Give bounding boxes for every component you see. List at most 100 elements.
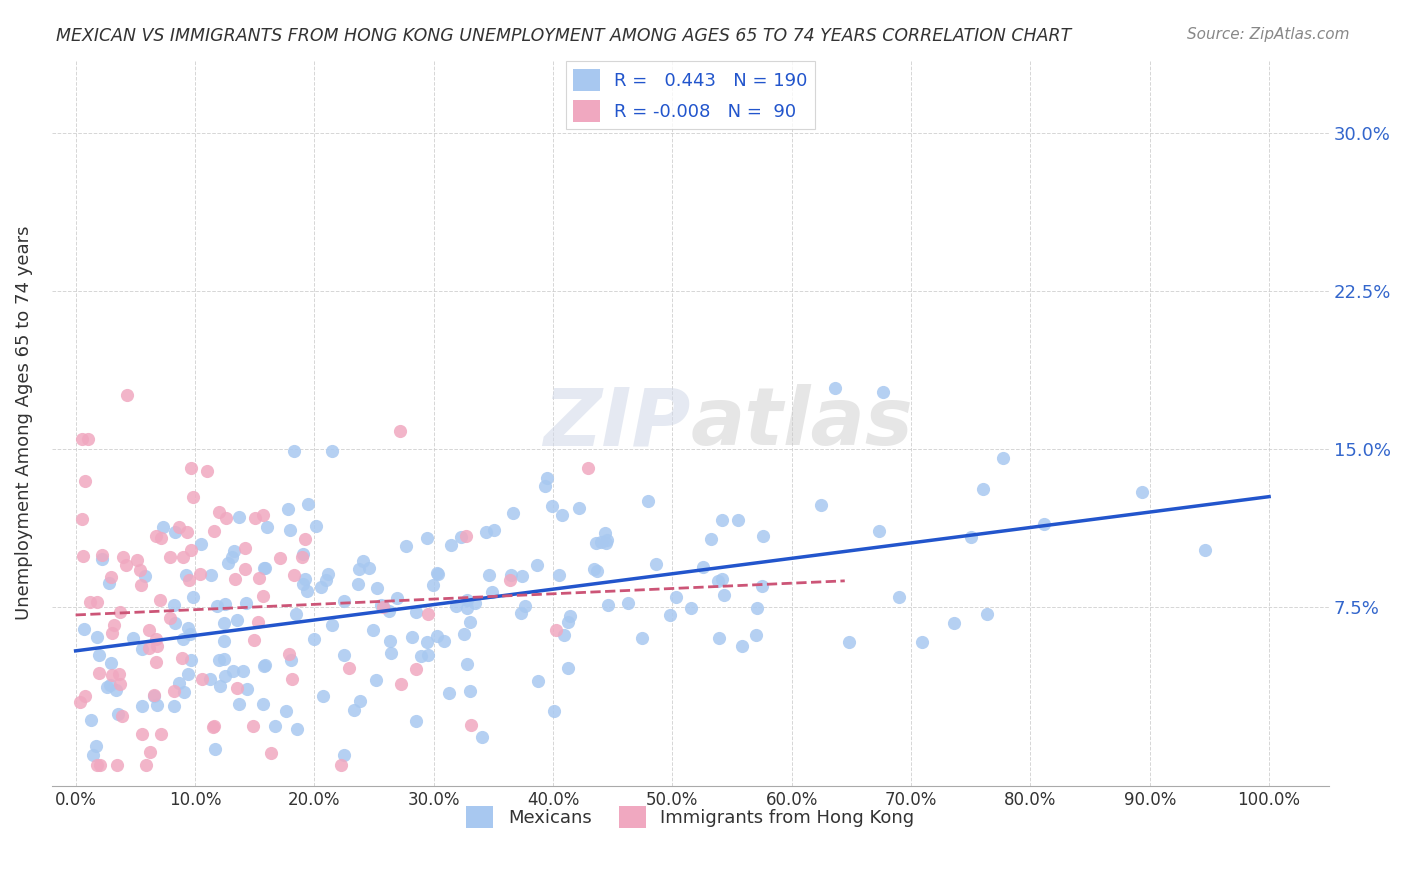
Point bbox=[91, 551, 114, 566]
Point bbox=[281, 672, 304, 686]
Point bbox=[129, 563, 152, 577]
Point bbox=[437, 686, 460, 700]
Point bbox=[108, 677, 131, 691]
Point bbox=[290, 549, 312, 564]
Point bbox=[264, 719, 287, 733]
Point bbox=[277, 647, 299, 661]
Point bbox=[616, 596, 638, 610]
Point bbox=[100, 570, 122, 584]
Point bbox=[167, 676, 190, 690]
Text: atlas: atlas bbox=[690, 384, 912, 462]
Point bbox=[277, 502, 299, 516]
Point bbox=[86, 758, 108, 772]
Point bbox=[149, 592, 172, 607]
Point bbox=[283, 444, 305, 458]
Point bbox=[96, 680, 118, 694]
Point bbox=[471, 730, 494, 744]
Point bbox=[361, 624, 384, 638]
Point bbox=[176, 667, 198, 681]
Legend: Mexicans, Immigrants from Hong Kong: Mexicans, Immigrants from Hong Kong bbox=[458, 799, 921, 836]
Point bbox=[222, 543, 245, 558]
Point bbox=[253, 561, 276, 575]
Point bbox=[343, 703, 366, 717]
Point bbox=[180, 653, 202, 667]
Point bbox=[416, 607, 439, 621]
Point bbox=[80, 713, 103, 727]
Point bbox=[659, 607, 682, 622]
Point bbox=[159, 611, 181, 625]
Point bbox=[380, 646, 402, 660]
Point bbox=[131, 698, 153, 713]
Point bbox=[145, 655, 167, 669]
Point bbox=[868, 524, 890, 538]
Point bbox=[810, 498, 832, 512]
Point bbox=[84, 739, 107, 753]
Point bbox=[887, 590, 910, 604]
Point bbox=[456, 601, 478, 615]
Point bbox=[349, 694, 371, 708]
Point bbox=[107, 707, 129, 722]
Point bbox=[174, 568, 197, 582]
Point bbox=[163, 699, 186, 714]
Point bbox=[1130, 484, 1153, 499]
Point bbox=[558, 609, 581, 624]
Point bbox=[302, 632, 325, 646]
Point bbox=[212, 634, 235, 648]
Point bbox=[321, 443, 343, 458]
Point bbox=[745, 628, 768, 642]
Point bbox=[332, 593, 354, 607]
Point bbox=[541, 499, 564, 513]
Point bbox=[911, 634, 934, 648]
Point bbox=[131, 641, 153, 656]
Point bbox=[254, 560, 277, 574]
Point bbox=[98, 575, 121, 590]
Point bbox=[596, 533, 619, 548]
Point bbox=[145, 529, 167, 543]
Point bbox=[285, 607, 308, 621]
Point bbox=[1032, 517, 1054, 532]
Point bbox=[709, 631, 731, 645]
Point bbox=[135, 758, 157, 772]
Point bbox=[243, 632, 266, 647]
Point bbox=[433, 634, 456, 648]
Point bbox=[101, 668, 124, 682]
Y-axis label: Unemployment Among Ages 65 to 74 years: Unemployment Among Ages 65 to 74 years bbox=[15, 226, 32, 620]
Point bbox=[172, 651, 194, 665]
Point bbox=[388, 424, 411, 438]
Point bbox=[427, 567, 450, 582]
Point bbox=[256, 519, 278, 533]
Point bbox=[212, 616, 235, 631]
Point bbox=[637, 493, 659, 508]
Point bbox=[337, 661, 360, 675]
Point bbox=[235, 541, 257, 555]
Point bbox=[553, 628, 575, 642]
Point bbox=[86, 594, 108, 608]
Point bbox=[943, 615, 966, 630]
Point bbox=[231, 664, 253, 678]
Point bbox=[991, 451, 1014, 466]
Point bbox=[583, 562, 606, 576]
Point bbox=[252, 697, 274, 711]
Text: ZIP: ZIP bbox=[543, 384, 690, 462]
Point bbox=[710, 513, 733, 527]
Point bbox=[543, 704, 565, 718]
Point bbox=[567, 500, 589, 515]
Point bbox=[242, 719, 264, 733]
Point bbox=[727, 512, 749, 526]
Point bbox=[747, 601, 769, 615]
Point bbox=[111, 709, 134, 723]
Point bbox=[321, 617, 343, 632]
Point bbox=[405, 662, 427, 676]
Point bbox=[385, 591, 408, 606]
Point bbox=[173, 685, 195, 699]
Point bbox=[972, 483, 994, 497]
Point bbox=[145, 632, 167, 647]
Point bbox=[69, 695, 91, 709]
Point bbox=[236, 681, 259, 696]
Point bbox=[292, 577, 315, 591]
Point bbox=[526, 558, 548, 572]
Point bbox=[380, 633, 402, 648]
Point bbox=[222, 664, 245, 678]
Point bbox=[224, 572, 246, 586]
Point bbox=[103, 618, 125, 632]
